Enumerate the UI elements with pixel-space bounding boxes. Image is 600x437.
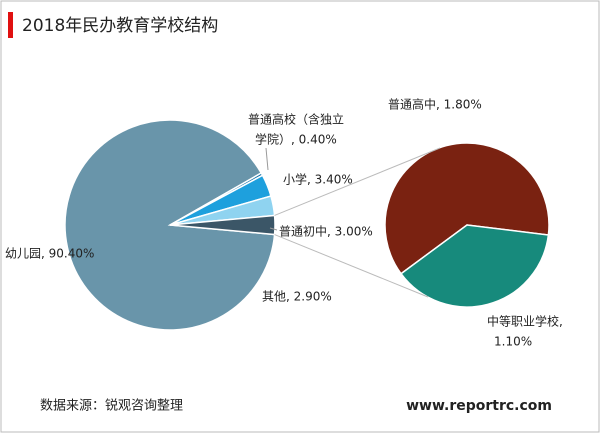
data-label: 普通高中, 1.80% [388,97,482,112]
pie-slice [399,224,550,308]
leader-line [265,147,269,171]
data-label: 小学, 3.40% [283,172,353,187]
data-label: 其他, 2.90% [262,290,332,304]
connector [274,147,441,216]
leader-line [269,227,278,231]
source: 数据来源：锐观咨询整理 [40,399,183,414]
data-label: 幼儿园, 90.40% [5,247,94,261]
pie-slice [384,142,550,275]
chart-title: 2018年民办教育学校结构 [22,16,218,36]
data-label: 1.10% [494,335,532,349]
website: www.reportrc.com [406,398,552,414]
pie-slice [64,119,276,331]
connector [274,234,429,298]
data-label: 普通初中, 3.00% [279,224,373,239]
title-bar [8,12,13,38]
pie-slice [169,214,276,236]
data-label: 学院）, 0.40% [255,132,337,147]
data-label: 普通高校（含独立 [248,112,344,127]
data-label: 中等职业学校, [487,314,563,329]
